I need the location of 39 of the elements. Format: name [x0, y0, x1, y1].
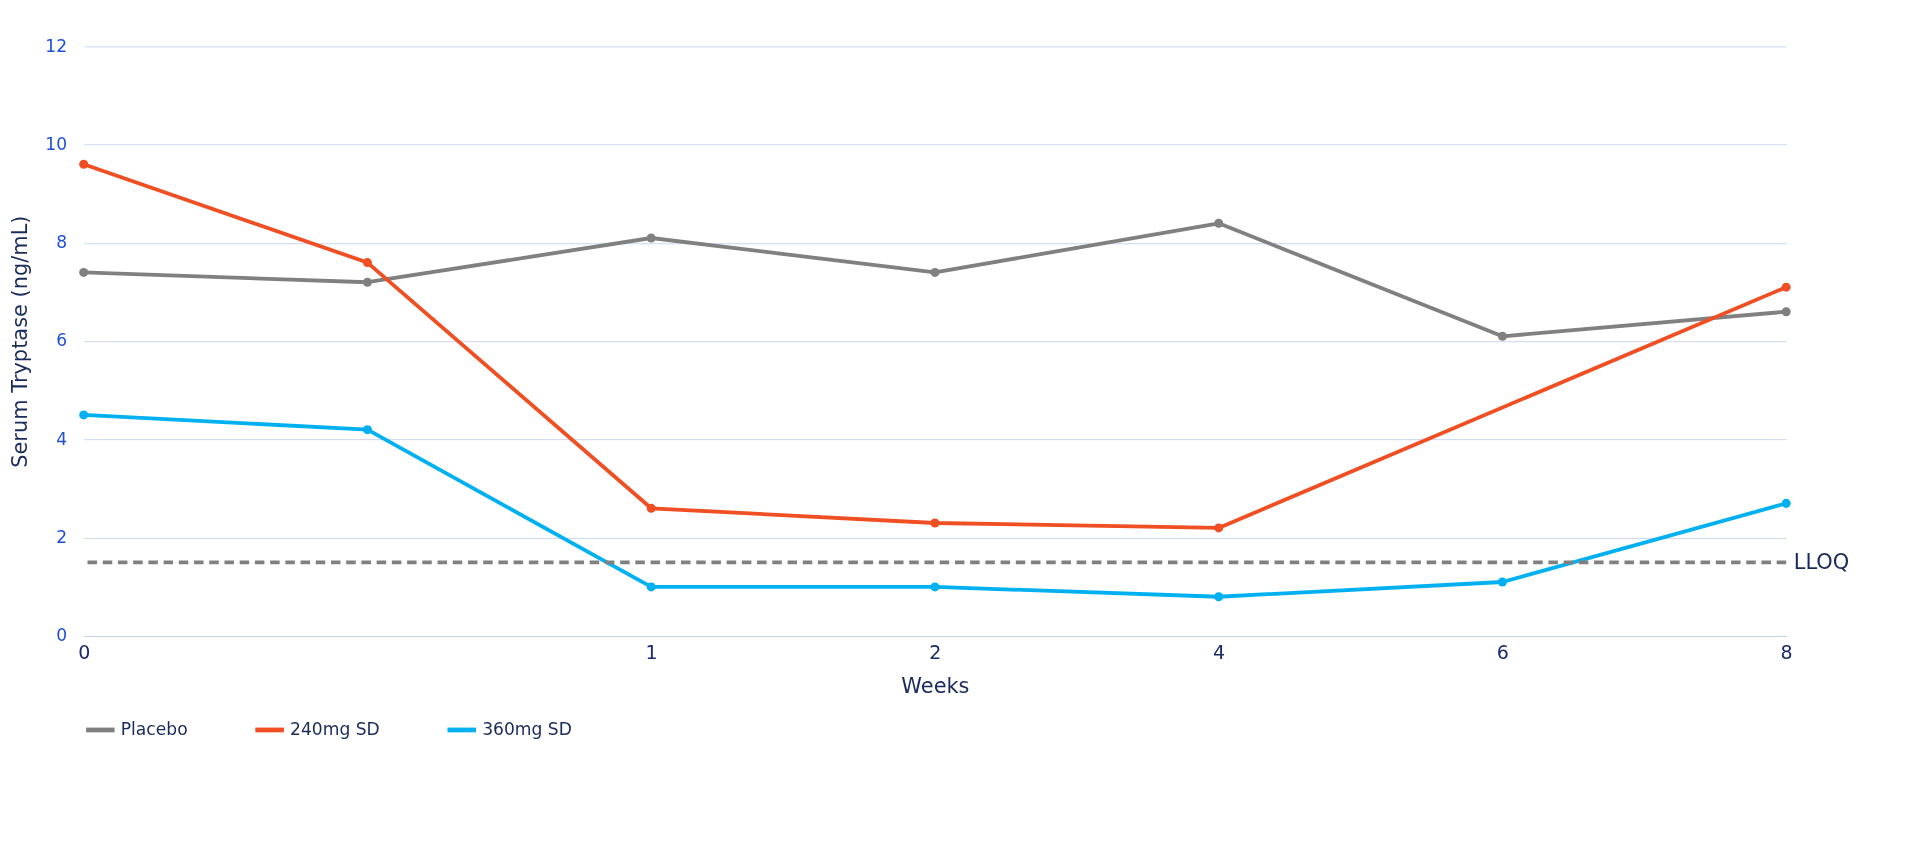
point: [1214, 592, 1224, 602]
x-tick-label: 6: [1496, 641, 1509, 664]
ref-line-label: LLOQ: [1793, 549, 1850, 574]
point: [1781, 282, 1791, 292]
y-tick-label: 2: [56, 526, 68, 547]
point: [1497, 331, 1507, 341]
y-tick-label: 10: [45, 133, 68, 154]
point: [1781, 307, 1791, 317]
y-tick-label: 8: [56, 232, 68, 253]
y-tick-label: 6: [56, 330, 68, 351]
legend-label: 240mg SD: [290, 718, 380, 739]
y-tick-label: 0: [56, 625, 68, 646]
x-tick-label: 1: [645, 641, 658, 664]
point: [362, 425, 372, 435]
point: [930, 582, 940, 592]
point: [1497, 577, 1507, 587]
y-tick-label: 12: [45, 35, 68, 56]
y-axis-title: Serum Tryptase (ng/mL): [8, 215, 33, 468]
legend-label: 360mg SD: [482, 718, 572, 739]
point: [1214, 218, 1224, 228]
point: [79, 159, 89, 169]
x-tick-label: 4: [1213, 641, 1226, 664]
point: [930, 267, 940, 277]
point: [646, 582, 656, 592]
point: [362, 277, 372, 287]
point: [1781, 498, 1791, 508]
point: [646, 233, 656, 243]
x-tick-label: 0: [78, 641, 91, 664]
x-tick-label: 2: [929, 641, 942, 664]
point: [362, 258, 372, 268]
point: [1214, 523, 1224, 533]
point: [79, 267, 89, 277]
x-tick-label: 8: [1780, 641, 1793, 664]
x-axis-title: Weeks: [901, 673, 970, 698]
y-tick-label: 4: [56, 428, 68, 449]
point: [646, 503, 656, 513]
legend-label: Placebo: [120, 718, 188, 739]
point: [79, 410, 89, 420]
point: [930, 518, 940, 528]
